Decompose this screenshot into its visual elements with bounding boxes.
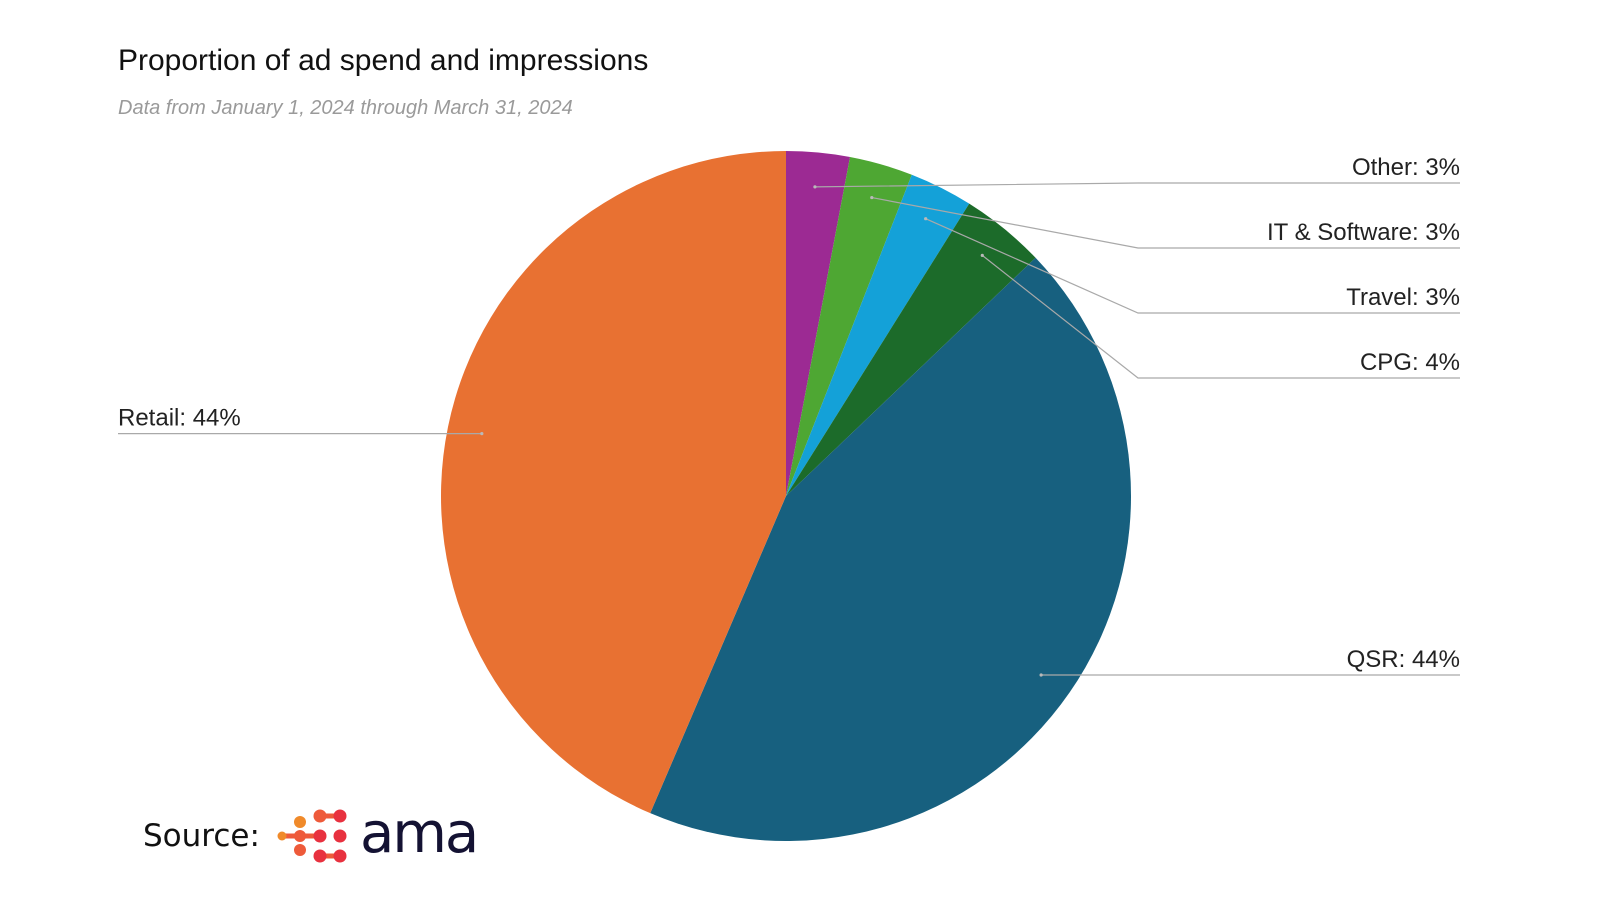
slice-labels: Other: 3% IT & Software: 3% Travel: 3% CPG:… xyxy=(118,154,1460,673)
source-attribution: Source: ama xyxy=(143,808,512,864)
leader-dot-cpg xyxy=(980,253,984,258)
pie-slice-retail xyxy=(440,151,786,814)
logo-dot xyxy=(277,831,287,841)
logo-dots-icon xyxy=(277,809,347,863)
leader-line-it-software xyxy=(871,196,1460,249)
logo-dot xyxy=(293,816,306,828)
slice-label-it-software: IT & Software: 3% xyxy=(1267,219,1460,246)
pie-slice-qsr xyxy=(650,257,1132,842)
logo-dot xyxy=(333,809,347,823)
logo-dot xyxy=(293,844,306,856)
logo-dot xyxy=(333,849,347,863)
leader-dot-qsr xyxy=(1039,673,1043,677)
leader-dot-travel xyxy=(924,217,928,221)
leader-dot-it-software xyxy=(870,195,874,200)
leader-dot-retail xyxy=(480,432,484,436)
slice-label-other: Other: 3% xyxy=(1352,154,1460,181)
logo-dot xyxy=(293,830,306,842)
ama-logo: ama xyxy=(277,808,479,864)
pie-slice-it-software xyxy=(786,156,912,496)
leader-line-cpg xyxy=(981,254,1460,379)
pie-slice-other xyxy=(786,151,851,496)
leader-line-travel xyxy=(925,218,1460,314)
slice-label-qsr: QSR: 44% xyxy=(1347,646,1460,673)
chart-title: Proportion of ad spend and impressions xyxy=(118,44,649,77)
logo-dot xyxy=(313,849,327,863)
slice-label-retail: Retail: 44% xyxy=(118,405,241,432)
pie-slice-cpg xyxy=(786,203,1036,496)
source-label: Source: xyxy=(143,818,260,854)
leader-line-other xyxy=(814,182,1460,188)
chart-subtitle: Data from January 1, 2024 through March … xyxy=(118,97,573,119)
pie-slices xyxy=(440,151,1132,842)
leader-dot-other xyxy=(813,185,817,189)
leader-lines xyxy=(118,182,1460,677)
logo-dot xyxy=(313,809,327,823)
logo-dot xyxy=(333,829,347,843)
slice-label-cpg: CPG: 4% xyxy=(1360,349,1460,376)
slice-label-travel: Travel: 3% xyxy=(1346,284,1460,311)
logo-dot xyxy=(313,829,327,843)
logo-wordmark: ama xyxy=(360,808,477,864)
pie-slice-travel xyxy=(786,174,970,496)
